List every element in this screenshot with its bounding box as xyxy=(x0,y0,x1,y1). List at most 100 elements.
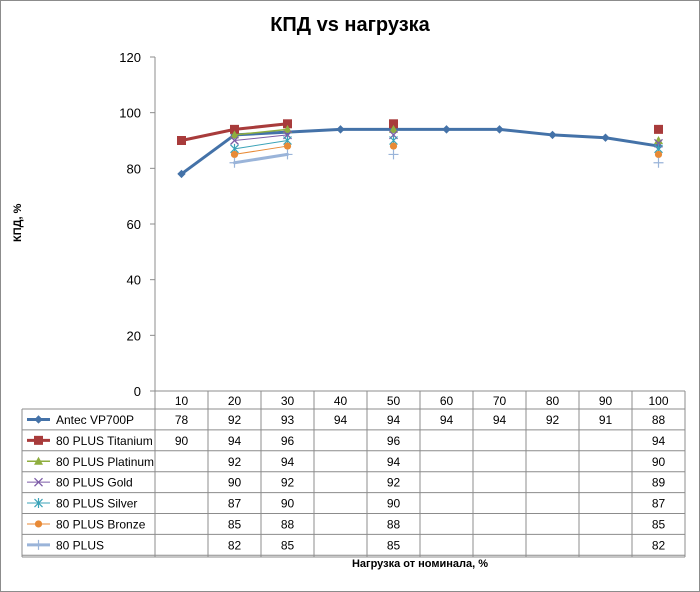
table-value: 88 xyxy=(281,517,295,531)
x-category-label: 50 xyxy=(387,394,401,408)
table-value: 88 xyxy=(387,517,401,531)
data-point xyxy=(177,169,186,179)
y-tick-label: 0 xyxy=(134,384,141,399)
data-point xyxy=(283,142,292,150)
data-point xyxy=(229,157,240,168)
table-value: 85 xyxy=(281,538,295,552)
y-tick-label: 120 xyxy=(119,50,141,65)
table-value: 94 xyxy=(334,413,348,427)
legend-key-marker xyxy=(34,456,43,465)
series-line-segment xyxy=(286,127,342,134)
data-point xyxy=(389,119,398,129)
legend-key-marker xyxy=(33,539,44,550)
x-category-label: 60 xyxy=(440,394,454,408)
data-point xyxy=(389,142,398,150)
table-value: 82 xyxy=(652,538,666,552)
legend-series-name: 80 PLUS xyxy=(56,538,104,552)
table-value: 90 xyxy=(281,497,295,511)
table-value: 85 xyxy=(228,517,242,531)
x-category-label: 80 xyxy=(546,394,560,408)
table-value: 94 xyxy=(493,413,507,427)
data-point xyxy=(283,119,292,129)
table-value: 82 xyxy=(228,538,242,552)
data-point xyxy=(282,149,293,160)
table-value: 90 xyxy=(175,434,189,448)
legend-series-name: 80 PLUS Bronze xyxy=(56,517,146,531)
data-point xyxy=(389,124,398,133)
x-category-label: 10 xyxy=(175,394,189,408)
data-point xyxy=(442,125,451,134)
table-value: 96 xyxy=(387,434,401,448)
table-value: 87 xyxy=(652,497,666,511)
series-line-segment xyxy=(604,136,660,148)
data-point xyxy=(230,136,239,145)
data-point xyxy=(388,149,399,160)
series-line-segment xyxy=(180,133,236,176)
data-point xyxy=(336,125,345,134)
x-category-label: 90 xyxy=(599,394,613,408)
table-value: 85 xyxy=(652,517,666,531)
series-line-segment xyxy=(233,122,289,131)
table-value: 92 xyxy=(281,476,295,490)
table-value: 85 xyxy=(387,538,401,552)
table-value: 94 xyxy=(281,455,295,469)
legend-series-name: Antec VP700P xyxy=(56,413,134,427)
table-value: 89 xyxy=(652,476,666,490)
y-tick-label: 60 xyxy=(127,217,141,232)
legend-series-name: 80 PLUS Silver xyxy=(56,497,137,511)
data-point xyxy=(654,150,663,159)
series-line-segment xyxy=(234,140,288,150)
data-point xyxy=(230,130,239,139)
legend-series-name: 80 PLUS Gold xyxy=(56,476,133,490)
table-value: 94 xyxy=(228,434,242,448)
x-category-label: 100 xyxy=(648,394,668,408)
data-point xyxy=(548,130,557,140)
y-tick-label: 100 xyxy=(119,106,141,121)
series-line-segment xyxy=(234,134,288,141)
table-value: 94 xyxy=(652,434,666,448)
x-category-label: 20 xyxy=(228,394,242,408)
table-value: 93 xyxy=(281,413,295,427)
table-value: 90 xyxy=(228,476,242,490)
chart-title: КПД vs нагрузка xyxy=(270,14,430,36)
legend-key-marker xyxy=(34,477,43,487)
table-value: 87 xyxy=(228,497,242,511)
series-line-segment xyxy=(498,127,554,137)
legend-key-marker xyxy=(34,520,43,528)
table-value: 92 xyxy=(228,413,242,427)
data-point xyxy=(654,136,663,144)
legend-key-marker xyxy=(34,435,43,445)
x-category-label: 30 xyxy=(281,394,295,408)
data-point xyxy=(283,124,292,133)
series-line-segment xyxy=(233,128,289,136)
table-value: 78 xyxy=(175,413,189,427)
table-value: 91 xyxy=(599,413,613,427)
table-value: 88 xyxy=(652,413,666,427)
legend-series-name: 80 PLUS Platinum xyxy=(56,455,154,469)
data-point xyxy=(177,136,186,145)
y-tick-label: 80 xyxy=(127,161,141,176)
legend-series-name: 80 PLUS Titanium xyxy=(56,434,153,448)
table-value: 94 xyxy=(440,413,454,427)
y-tick-label: 20 xyxy=(127,328,141,343)
x-category-label: 40 xyxy=(334,394,348,408)
legend-key-marker xyxy=(34,498,43,509)
series-line-segment xyxy=(551,133,607,140)
legend-key-marker xyxy=(34,415,43,424)
data-point xyxy=(601,133,610,142)
table-value: 94 xyxy=(387,455,401,469)
table-value: 90 xyxy=(652,455,666,469)
data-point xyxy=(230,150,239,159)
data-point xyxy=(654,124,663,134)
y-tick-label: 40 xyxy=(127,273,141,288)
table-value: 90 xyxy=(387,497,401,511)
x-axis-label: Нагрузка от номинала, % xyxy=(351,558,489,570)
series-line-segment xyxy=(233,152,289,165)
series-line-segment xyxy=(234,145,288,155)
table-value: 92 xyxy=(546,413,560,427)
x-category-label: 70 xyxy=(493,394,507,408)
data-point xyxy=(230,124,239,134)
table-value: 92 xyxy=(387,476,401,490)
